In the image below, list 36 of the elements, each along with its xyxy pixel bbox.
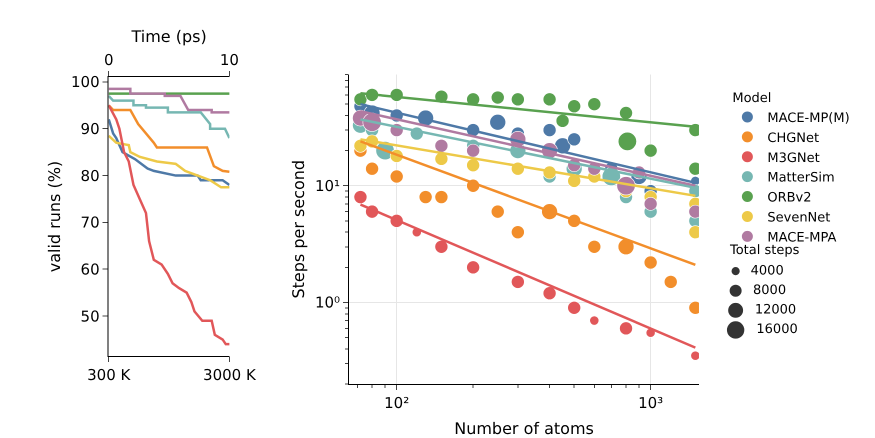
y-tick-label: 100 bbox=[71, 73, 100, 92]
line-series bbox=[108, 134, 230, 189]
legend-label: ORBv2 bbox=[767, 190, 812, 206]
y-tick-label: 10¹ bbox=[314, 176, 340, 195]
y-tick-label: 90 bbox=[80, 120, 100, 138]
y-tick-label: 70 bbox=[80, 214, 100, 232]
legend-label: 16000 bbox=[748, 322, 798, 338]
legend-label: MatterSim bbox=[767, 170, 835, 186]
x-tick-label: 3000 K bbox=[203, 366, 257, 384]
line-series bbox=[108, 94, 230, 140]
legend-title: Model bbox=[732, 91, 772, 106]
legend-label: CHGNet bbox=[767, 130, 820, 146]
y-tick-label: 60 bbox=[80, 260, 100, 278]
x2-axis-title: Time (ps) bbox=[130, 26, 207, 46]
x2-tick-label: 0 bbox=[104, 51, 114, 70]
x2-tick-label: 10 bbox=[220, 51, 239, 70]
legend-label: 8000 bbox=[744, 282, 786, 298]
legend-label: MACE-MP(M) bbox=[767, 111, 850, 126]
x-axis-title: Number of atoms bbox=[454, 419, 594, 438]
line-series bbox=[108, 104, 230, 346]
x-tick-label: 10³ bbox=[638, 394, 664, 412]
y-tick-label: 10⁰ bbox=[314, 294, 340, 312]
legend-label: M3GNet bbox=[767, 150, 820, 166]
legend-label: MACE-MPA bbox=[767, 230, 836, 246]
text: Total steps bbox=[729, 243, 800, 258]
y-axis-title: valid runs (%) bbox=[44, 160, 64, 272]
y-tick-label: 50 bbox=[80, 307, 100, 326]
y-tick-label: 80 bbox=[80, 166, 100, 185]
legend-label: 12000 bbox=[746, 302, 796, 318]
x-tick-label: 300 K bbox=[87, 366, 132, 384]
x-tick-label: 10² bbox=[384, 394, 410, 412]
legend-label: 4000 bbox=[742, 263, 784, 278]
legend-label: SevenNet bbox=[767, 210, 830, 226]
y-axis-title: Steps per second bbox=[288, 160, 308, 298]
line-series bbox=[108, 88, 230, 114]
line-series bbox=[108, 104, 230, 174]
